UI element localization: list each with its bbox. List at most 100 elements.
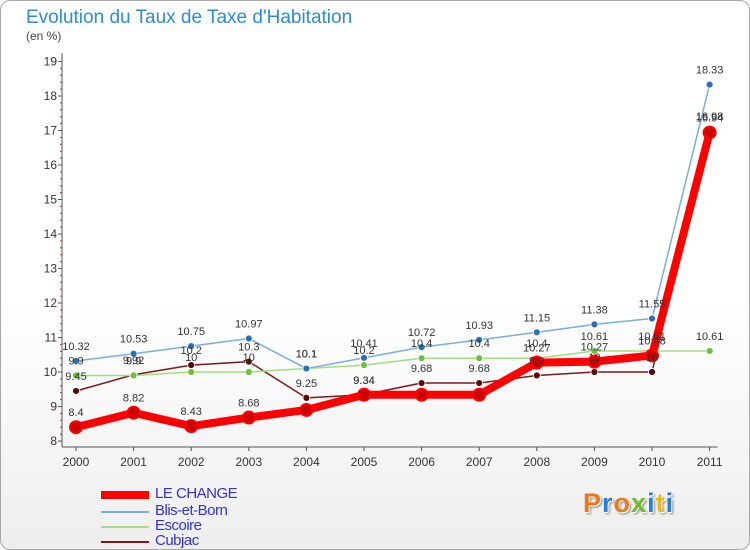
unit-label: (en %): [26, 29, 62, 43]
data-label: 18.33: [696, 65, 724, 77]
data-point: [475, 379, 484, 387]
data-point: [184, 419, 199, 434]
logo-letter: P: [583, 488, 603, 518]
y-tick-label: 15: [44, 193, 58, 207]
y-tick-label: 14: [44, 227, 58, 241]
data-label: 11.38: [581, 304, 608, 316]
chart-title: Evolution du Taux de Taxe d'Habitation: [26, 7, 353, 28]
data-point: [244, 368, 253, 376]
data-point: [129, 349, 138, 358]
y-tick-label: 19: [44, 55, 58, 69]
proxiti-logo: Proxiti: [583, 488, 674, 519]
x-tick-label: 2008: [523, 455, 550, 469]
data-point: [360, 361, 368, 370]
data-label: 10.93: [465, 320, 493, 332]
data-label: 9.92: [123, 355, 144, 367]
data-point: [590, 368, 599, 376]
data-point: [532, 371, 541, 380]
data-label: 9.34: [353, 375, 374, 387]
y-tick-label: 12: [44, 296, 58, 310]
data-point: [129, 371, 138, 380]
x-tick-label: 2003: [235, 455, 262, 469]
data-point: [532, 328, 541, 337]
data-point: [705, 80, 714, 89]
x-tick-label: 2009: [581, 455, 608, 469]
data-point: [357, 387, 371, 402]
data-point: [475, 336, 484, 344]
data-label: 10: [646, 352, 658, 364]
x-tick-label: 2005: [351, 455, 378, 469]
data-point: [648, 314, 656, 323]
data-point: [587, 354, 602, 369]
legend-swatch-blis-et-born: [101, 511, 149, 513]
data-label: 10.3: [238, 342, 259, 354]
series-line-le-change: [72, 128, 714, 432]
data-point: [72, 387, 80, 395]
y-tick-label: 9: [50, 400, 57, 414]
data-point: [417, 343, 426, 352]
data-point: [360, 353, 368, 362]
series-line-cubjac: [75, 130, 711, 399]
data-point: [648, 368, 656, 376]
y-tick-label: 11: [45, 331, 58, 345]
data-label: 10.72: [408, 327, 436, 339]
data-point: [529, 355, 544, 370]
x-tick-label: 2007: [466, 455, 493, 469]
data-label: 10.75: [177, 326, 205, 338]
data-label: 10.1: [296, 349, 317, 361]
logo-letter: i: [647, 488, 656, 518]
data-label: 10.27: [523, 343, 551, 355]
data-point: [72, 357, 80, 365]
data-label: 10.53: [120, 334, 148, 346]
data-point: [302, 393, 311, 402]
data-label: 10.4: [468, 338, 489, 350]
data-label: 10: [243, 352, 255, 364]
data-label: 10.48: [638, 335, 666, 347]
data-point: [414, 387, 429, 402]
logo-letter: t: [655, 488, 666, 518]
data-label: 10.2: [180, 345, 201, 357]
data-point: [472, 387, 487, 402]
data-label: 9.68: [468, 363, 489, 375]
data-point: [187, 342, 196, 351]
data-label: 10.2: [353, 345, 374, 357]
legend-swatch-cubjac: [101, 541, 149, 543]
data-label: 10.61: [581, 331, 609, 343]
data-point: [645, 348, 659, 363]
data-label: 9.45: [65, 371, 86, 383]
data-label: 10.97: [235, 319, 263, 331]
data-point: [244, 357, 253, 366]
y-tick-label: 17: [44, 124, 58, 138]
data-label: 10.27: [581, 342, 609, 354]
data-label: 9.68: [411, 363, 432, 375]
y-tick-label: 16: [44, 158, 58, 172]
x-tick-label: 2002: [178, 455, 205, 469]
data-label: 9.9: [529, 355, 544, 367]
data-label: 8.82: [123, 393, 144, 405]
data-label: 10.4: [411, 338, 432, 350]
logo-letter: i: [665, 488, 675, 518]
data-point: [590, 320, 599, 329]
legend-label: Blis-et-Born: [155, 502, 228, 519]
x-tick-label: 2000: [63, 455, 90, 469]
data-point: [126, 405, 141, 420]
series-line-blis-et-born: [75, 83, 711, 370]
legend-swatch-escoire: [101, 526, 149, 528]
data-label: 9.9: [68, 355, 83, 367]
data-label: 11.55: [639, 299, 666, 311]
data-label: 16.94: [696, 113, 724, 125]
x-tick-label: 2006: [408, 455, 435, 469]
data-point: [702, 125, 717, 140]
data-point: [69, 420, 83, 435]
legend-label: Escoire: [155, 517, 202, 534]
data-label: 10.32: [62, 341, 90, 353]
data-label: 9.25: [296, 378, 317, 390]
y-tick-label: 10: [44, 365, 58, 379]
data-label: 10.4: [526, 338, 547, 350]
data-label: 10.61: [638, 331, 666, 343]
data-label: 9.34: [353, 375, 374, 387]
data-point: [187, 368, 196, 376]
data-point: [244, 334, 253, 343]
x-tick-label: 2011: [697, 455, 723, 469]
